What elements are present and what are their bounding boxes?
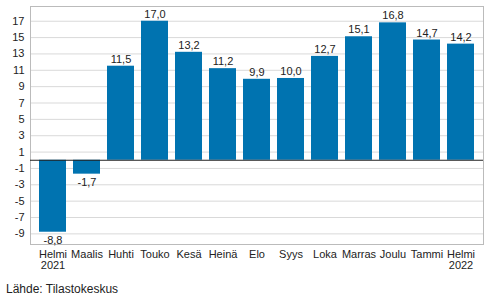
svg-text:9: 9 xyxy=(18,80,24,92)
svg-text:Huhti: Huhti xyxy=(108,248,134,260)
svg-text:-7: -7 xyxy=(15,211,25,223)
svg-text:Maalis: Maalis xyxy=(71,248,103,260)
svg-text:3: 3 xyxy=(18,129,24,141)
svg-text:14,7: 14,7 xyxy=(416,27,437,39)
svg-text:14,2: 14,2 xyxy=(450,31,471,43)
svg-text:11,2: 11,2 xyxy=(213,55,234,67)
svg-text:Syys: Syys xyxy=(279,248,303,260)
svg-text:Helmi2022: Helmi2022 xyxy=(447,248,475,271)
svg-text:Touko: Touko xyxy=(140,248,169,260)
html-text:Lähde: Tilastokeskus: Lähde: Tilastokeskus xyxy=(6,282,119,296)
svg-text:-5: -5 xyxy=(15,195,25,207)
svg-text:13: 13 xyxy=(12,47,24,59)
svg-text:11: 11 xyxy=(13,64,24,76)
svg-text:5: 5 xyxy=(18,113,24,125)
svg-text:12,7: 12,7 xyxy=(314,43,335,55)
svg-text:15: 15 xyxy=(12,31,24,43)
svg-text:-3: -3 xyxy=(15,178,25,190)
svg-text:15,1: 15,1 xyxy=(348,23,369,35)
svg-text:Kesä: Kesä xyxy=(176,248,202,260)
svg-text:13,2: 13,2 xyxy=(178,39,199,51)
svg-text:-1: -1 xyxy=(15,162,25,174)
svg-text:16,8: 16,8 xyxy=(382,9,403,21)
svg-text:17,0: 17,0 xyxy=(144,8,165,20)
svg-text:-1,7: -1,7 xyxy=(78,176,97,188)
svg-text:17: 17 xyxy=(12,15,24,27)
svg-text:Helmi2021: Helmi2021 xyxy=(39,248,67,271)
svg-text:7: 7 xyxy=(18,97,24,109)
svg-text:11,5: 11,5 xyxy=(111,53,132,65)
svg-text:1: 1 xyxy=(18,146,24,158)
svg-text:Tammi: Tammi xyxy=(411,248,443,260)
svg-text:Heinä: Heinä xyxy=(209,248,239,260)
svg-text:Marras: Marras xyxy=(342,248,377,260)
svg-text:Elo: Elo xyxy=(249,248,265,260)
svg-text:10,0: 10,0 xyxy=(280,65,301,77)
svg-text:-8,8: -8,8 xyxy=(44,234,63,246)
svg-text:9,9: 9,9 xyxy=(249,66,264,78)
svg-text:-9: -9 xyxy=(15,227,25,239)
svg-text:Loka: Loka xyxy=(313,248,338,260)
svg-text:Joulu: Joulu xyxy=(380,248,406,260)
